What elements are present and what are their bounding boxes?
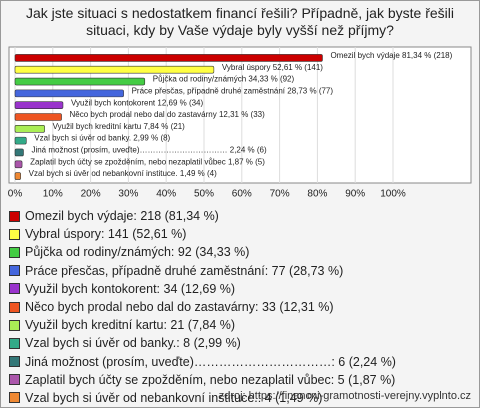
legend-item: Omezil bych výdaje: 218 (81,34 %) xyxy=(9,207,475,225)
bar xyxy=(14,160,23,169)
legend-label: Půjčka od rodiny/známých: 92 (34,33 %) xyxy=(25,245,250,260)
legend-label: Omezil bych výdaje: 218 (81,34 %) xyxy=(25,209,219,223)
legend-label: Jiná možnost (prosím, uveďte)……………………………… xyxy=(25,354,396,369)
data-label: Půjčka od rodiny/známých 34,33 % (92) xyxy=(153,75,295,84)
bars: Omezil bych výdaje 81,34 % (218) Vybral ú… xyxy=(14,51,453,180)
legend-label: Práce přesčas, případně druhé zaměstnání… xyxy=(25,263,344,278)
legend-item: Práce přesčas, případně druhé zaměstnání… xyxy=(9,262,475,280)
legend-item: Jiná možnost (prosím, uveďte)……………………………… xyxy=(9,353,475,371)
legend-swatch xyxy=(9,210,20,222)
bar xyxy=(14,54,323,62)
bar xyxy=(14,172,21,180)
legend-item: Něco bych prodal nebo dal do zastavárny:… xyxy=(9,298,475,316)
data-label: Jiná možnost (prosím, uveďte)……………………………… xyxy=(31,146,267,155)
bar xyxy=(14,89,124,98)
bar xyxy=(14,148,24,157)
legend-item: Půjčka od rodiny/známých: 92 (34,33 %) xyxy=(9,243,475,261)
legend-swatch xyxy=(9,356,20,368)
legend-swatch xyxy=(9,265,20,277)
chart-title: Jak jste situaci s nedostatkem financí ř… xyxy=(26,5,454,38)
x-tick-label: 60% xyxy=(232,189,252,200)
x-tick-label: 30% xyxy=(118,189,138,200)
x-tick-label: 70% xyxy=(270,189,290,200)
plot: 0% 10% 20% 30% 40% 50% 60% 70% 80% 90% 100% Omezil … xyxy=(8,46,472,200)
legend-label: Zaplatil bych účty se zpožděním, nebo ne… xyxy=(25,372,396,387)
data-label: Zaplatil bych účty se zpožděním, nebo ne… xyxy=(30,157,265,166)
source: zdroj: https://financni-gramotnosti-vere… xyxy=(218,390,471,402)
legend-item: Vybral úspory: 141 (52,61 %) xyxy=(9,225,475,243)
data-label: Něco bych prodal nebo dal do zastavárny … xyxy=(70,110,266,119)
legend-item: Vzal bych si úvěr od banky.: 8 (2,99 %) xyxy=(9,334,475,352)
legend: Omezil bych výdaje: 218 (81,34 %) Vybral … xyxy=(9,207,475,407)
legend-label: Vzal bych si úvěr od nebankovní instituc… xyxy=(25,390,323,405)
legend-swatch xyxy=(9,319,20,331)
bar xyxy=(14,136,27,145)
data-label: Omezil bych výdaje 81,34 % (218) xyxy=(330,51,452,60)
legend-swatch xyxy=(9,337,20,349)
legend-item: Využil bych kontokorent: 34 (12,69 %) xyxy=(9,280,475,298)
data-label: Využil bych kontokorent 12,69 % (34) xyxy=(71,98,204,107)
legend-swatch xyxy=(9,246,20,258)
x-tick-label: 100% xyxy=(380,189,406,200)
legend-label: Využil bych kontokorent: 34 (12,69 %) xyxy=(25,281,236,296)
legend-label: Vzal bych si úvěr od banky.: 8 (2,99 %) xyxy=(25,336,241,351)
legend-item: Zaplatil bych účty se zpožděním, nebo ne… xyxy=(9,371,475,389)
legend-swatch xyxy=(9,301,20,313)
legend-swatch xyxy=(9,374,20,386)
data-label: Vzal bych si úvěr od nebankovní instituc… xyxy=(29,169,217,178)
x-tick-label: 80% xyxy=(307,189,327,200)
x-tick-label: 0% xyxy=(8,189,23,200)
legend-item: Využil bych kreditní kartu: 21 (7,84 %) xyxy=(9,316,475,334)
data-label: Práce přesčas, případně druhé zaměstnání… xyxy=(132,86,334,95)
x-tick-label: 50% xyxy=(194,189,214,200)
data-label: Využil bych kreditní kartu 7,84 % (21) xyxy=(53,122,186,131)
legend-label: Něco bych prodal nebo dal do zastavárny:… xyxy=(25,299,334,314)
bar xyxy=(14,113,62,121)
bar xyxy=(14,65,215,74)
legend-label: Využil bych kreditní kartu: 21 (7,84 %) xyxy=(25,318,236,333)
legend-swatch xyxy=(9,228,20,240)
x-tick-label: 90% xyxy=(345,189,365,200)
x-tick-label: 40% xyxy=(156,189,176,200)
legend-swatch xyxy=(9,392,20,404)
bar xyxy=(14,77,146,86)
data-label: Vzal bych si úvěr od banky. 2,99 % (8) xyxy=(34,134,170,143)
legend-label: Vybral úspory: 141 (52,61 %) xyxy=(25,227,187,242)
x-tick-label: 10% xyxy=(43,189,63,200)
bar xyxy=(14,125,45,133)
legend-item: Vzal bych si úvěr od nebankovní instituc… xyxy=(9,389,475,407)
bar xyxy=(14,101,64,109)
data-label: Vybral úspory 52,61 % (141) xyxy=(222,63,323,72)
x-tick-label: 20% xyxy=(81,189,101,200)
legend-swatch xyxy=(9,283,20,295)
